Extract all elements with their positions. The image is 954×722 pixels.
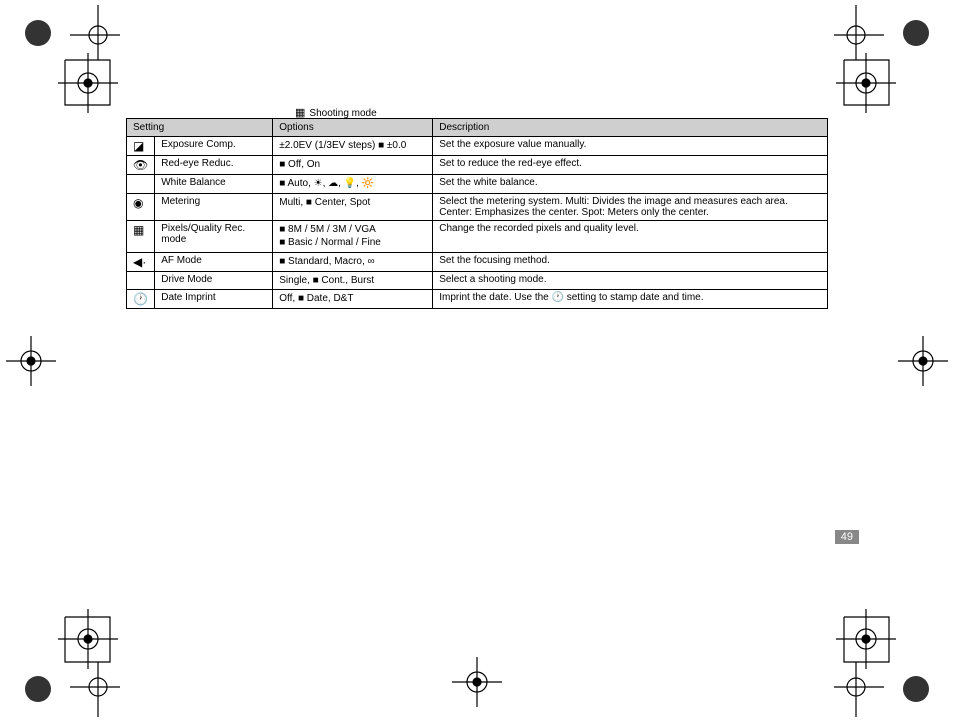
- row-description: Set to reduce the red-eye effect.: [433, 156, 828, 175]
- row-icon: ◪: [127, 137, 155, 156]
- th-description: Description: [433, 119, 828, 137]
- row-icon: ▦: [127, 220, 155, 252]
- row-setting: Metering: [155, 193, 273, 220]
- row-icon: 🕐: [127, 290, 155, 309]
- table-row: White Balance■ Auto, ☀, ☁, 💡, 🔆Set the w…: [127, 175, 828, 194]
- row-options: Multi, ■ Center, Spot: [273, 193, 433, 220]
- row-icon: ◀·: [127, 252, 155, 271]
- th-setting: Setting: [127, 119, 273, 137]
- settings-table: Setting Options Description ◪Exposure Co…: [126, 118, 828, 309]
- row-setting: Date Imprint: [155, 290, 273, 309]
- row-description: Set the focusing method.: [433, 252, 828, 271]
- table-row: ▦Pixels/Quality Rec. mode■ 8M / 5M / 3M …: [127, 220, 828, 252]
- reg-mark-br: [834, 607, 944, 717]
- row-options: Off, ■ Date, D&T: [273, 290, 433, 309]
- table-row: 👁Red-eye Reduc.■ Off, OnSet to reduce th…: [127, 156, 828, 175]
- table-row: Drive ModeSingle, ■ Cont., BurstSelect a…: [127, 271, 828, 290]
- table-header: Setting Options Description: [127, 119, 828, 137]
- row-setting: AF Mode: [155, 252, 273, 271]
- reg-mark-ml: [6, 336, 56, 386]
- table-body: ◪Exposure Comp.±2.0EV (1/3EV steps) ■ ±0…: [127, 137, 828, 309]
- table-row: ◉MeteringMulti, ■ Center, SpotSelect the…: [127, 193, 828, 220]
- row-setting: Pixels/Quality Rec. mode: [155, 220, 273, 252]
- row-description: Change the recorded pixels and quality l…: [433, 220, 828, 252]
- row-setting: Drive Mode: [155, 271, 273, 290]
- row-setting: White Balance: [155, 175, 273, 194]
- reg-mark-tr: [834, 5, 944, 115]
- table-row: ◪Exposure Comp.±2.0EV (1/3EV steps) ■ ±0…: [127, 137, 828, 156]
- th-options: Options: [273, 119, 433, 137]
- row-description: Select a shooting mode.: [433, 271, 828, 290]
- row-icon: 👁: [127, 156, 155, 175]
- reg-mark-tl: [10, 5, 120, 115]
- row-setting: Red-eye Reduc.: [155, 156, 273, 175]
- row-options: Single, ■ Cont., Burst: [273, 271, 433, 290]
- row-description: Select the metering system. Multi: Divid…: [433, 193, 828, 220]
- row-options: ■ 8M / 5M / 3M / VGA■ Basic / Normal / F…: [273, 220, 433, 252]
- row-description: Imprint the date. Use the 🕐 setting to s…: [433, 290, 828, 309]
- page-number: 49: [835, 530, 859, 544]
- row-description: Set the white balance.: [433, 175, 828, 194]
- table-row: 🕐Date ImprintOff, ■ Date, D&TImprint the…: [127, 290, 828, 309]
- row-description: Set the exposure value manually.: [433, 137, 828, 156]
- row-icon: [127, 175, 155, 194]
- reg-mark-bc: [452, 657, 502, 707]
- table-row: ◀·AF Mode■ Standard, Macro, ∞Set the foc…: [127, 252, 828, 271]
- row-options: ±2.0EV (1/3EV steps) ■ ±0.0: [273, 137, 433, 156]
- row-options: ■ Standard, Macro, ∞: [273, 252, 433, 271]
- reg-mark-bl: [10, 607, 120, 717]
- row-options: ■ Off, On: [273, 156, 433, 175]
- reg-mark-mr: [898, 336, 948, 386]
- row-icon: [127, 271, 155, 290]
- row-options: ■ Auto, ☀, ☁, 💡, 🔆: [273, 175, 433, 194]
- row-icon: ◉: [127, 193, 155, 220]
- row-setting: Exposure Comp.: [155, 137, 273, 156]
